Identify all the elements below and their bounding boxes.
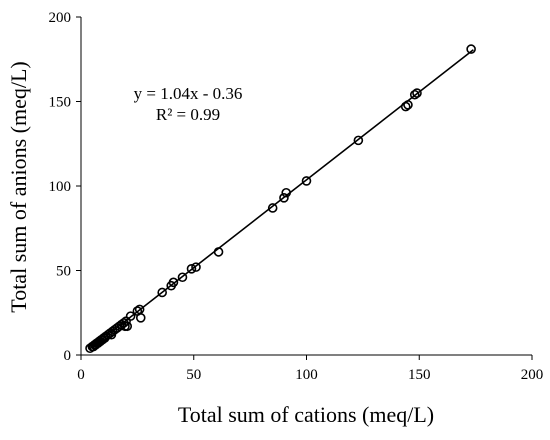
data-point xyxy=(301,176,312,186)
x-tick-label: 50 xyxy=(186,367,201,383)
y-tick-label: 200 xyxy=(49,10,72,26)
r-squared-label: R² = 0.99 xyxy=(156,105,220,124)
x-tick-label: 200 xyxy=(521,367,544,383)
y-tick-label: 50 xyxy=(56,264,71,280)
x-tick-label: 0 xyxy=(77,367,85,383)
axes xyxy=(80,17,532,356)
data-point xyxy=(412,88,422,98)
y-tick-label: 100 xyxy=(49,179,72,195)
data-point xyxy=(466,44,476,54)
y-ticks: 0 50 100 150 200 xyxy=(49,10,81,364)
equation-label: y = 1.04x - 0.36 xyxy=(134,84,243,103)
data-point xyxy=(135,313,146,323)
x-tick-label: 100 xyxy=(295,367,318,383)
trendline xyxy=(89,49,474,350)
y-tick-label: 150 xyxy=(49,95,72,111)
data-point xyxy=(279,193,289,203)
data-point xyxy=(267,203,278,213)
data-point xyxy=(122,321,133,332)
data-point xyxy=(125,311,136,321)
data-points xyxy=(85,44,476,354)
data-point xyxy=(213,247,224,257)
data-point xyxy=(400,101,411,112)
x-tick-label: 150 xyxy=(408,367,431,383)
y-tick-label: 0 xyxy=(64,348,72,364)
data-point xyxy=(177,272,188,283)
data-point xyxy=(186,264,197,274)
data-point xyxy=(409,89,420,100)
y-axis-title: Total sum of anions (meq/L) xyxy=(6,61,31,312)
data-point xyxy=(191,262,201,272)
x-axis-title: Total sum of cations (meq/L) xyxy=(178,402,434,427)
data-point xyxy=(168,277,179,288)
data-point xyxy=(157,287,167,298)
data-point xyxy=(353,135,364,146)
data-point xyxy=(281,187,292,198)
data-point xyxy=(403,100,413,110)
x-ticks: 0 50 100 150 200 xyxy=(77,355,543,383)
